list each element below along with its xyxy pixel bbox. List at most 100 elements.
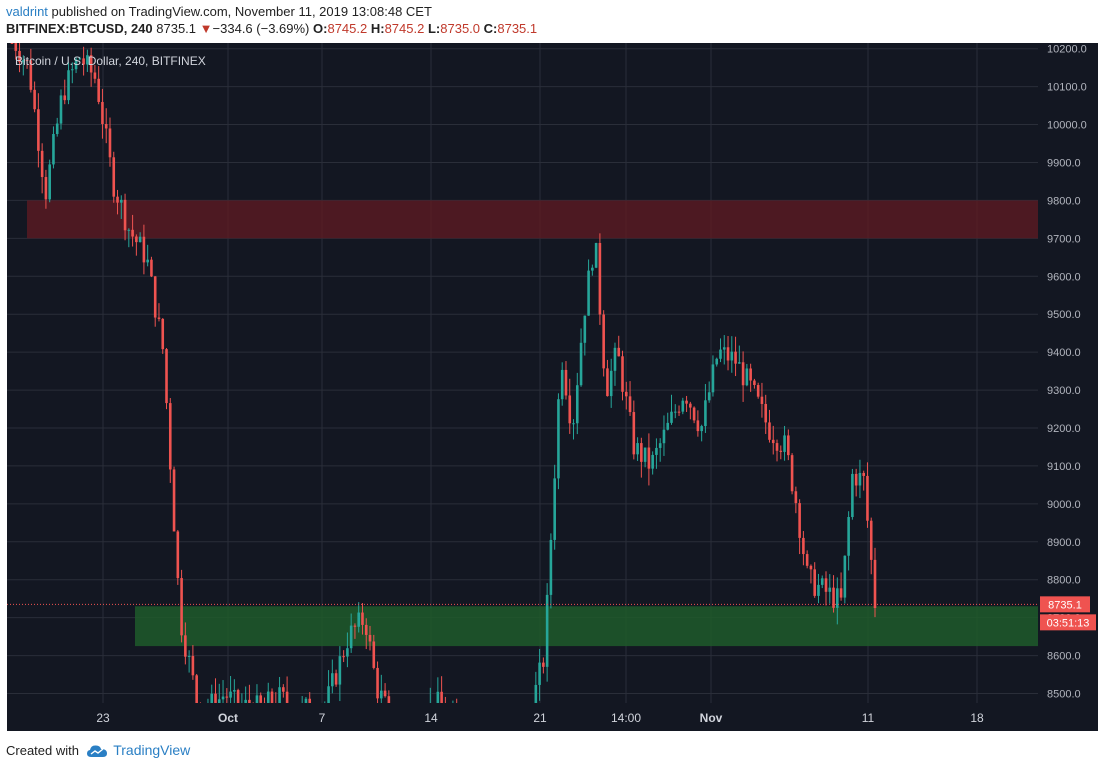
candle bbox=[221, 680, 225, 703]
candle bbox=[854, 468, 858, 497]
candle bbox=[768, 409, 771, 443]
candle bbox=[150, 256, 153, 278]
candle bbox=[364, 618, 368, 650]
candle-body bbox=[97, 78, 100, 102]
candle bbox=[741, 351, 745, 402]
candle-body bbox=[37, 109, 40, 151]
candles bbox=[10, 43, 877, 704]
candle bbox=[440, 676, 443, 703]
price-chart[interactable]: 8500.08600.08700.08800.08900.09000.09100… bbox=[0, 0, 1105, 740]
candle-body bbox=[707, 392, 711, 401]
close-label: C: bbox=[483, 21, 498, 36]
candle bbox=[380, 674, 383, 703]
candle-body bbox=[621, 356, 624, 392]
candle-body bbox=[843, 555, 847, 598]
candle-body bbox=[760, 396, 764, 404]
candle bbox=[696, 410, 700, 437]
candle-body bbox=[741, 362, 745, 386]
time-tick-label: 14:00 bbox=[611, 711, 641, 725]
candle-body bbox=[327, 686, 330, 703]
candle bbox=[587, 259, 590, 316]
candle-body bbox=[594, 242, 598, 268]
candle bbox=[278, 676, 281, 703]
price-tick-label: 9100.0 bbox=[1047, 461, 1081, 473]
candle bbox=[711, 355, 715, 397]
candle bbox=[214, 678, 217, 703]
candle bbox=[707, 381, 711, 403]
candle bbox=[655, 438, 658, 469]
candle-body bbox=[214, 693, 217, 703]
candle-body bbox=[383, 690, 387, 697]
candle-body bbox=[217, 699, 221, 703]
candle bbox=[609, 358, 613, 408]
candle-body bbox=[666, 422, 670, 430]
candle-body bbox=[545, 594, 549, 667]
candle bbox=[802, 531, 805, 566]
candle bbox=[858, 459, 862, 499]
candle-body bbox=[225, 696, 229, 698]
time-axis[interactable]: 23 Oct 7 14 21 14:00 Nov 11 18 bbox=[96, 711, 984, 725]
price-tick-label: 9300.0 bbox=[1047, 385, 1081, 397]
candle bbox=[104, 108, 108, 144]
candle-body bbox=[553, 478, 556, 540]
price-change: −334.6 (−3.69%) bbox=[212, 21, 310, 36]
author-link[interactable]: valdrint bbox=[6, 4, 48, 19]
candle-body bbox=[685, 400, 688, 404]
candle bbox=[564, 361, 568, 400]
candle bbox=[817, 573, 820, 604]
candle-body bbox=[704, 400, 707, 427]
candle bbox=[180, 569, 183, 643]
candle-body bbox=[700, 426, 703, 432]
candle-body bbox=[575, 385, 579, 424]
candle bbox=[157, 303, 161, 322]
candle-body bbox=[677, 411, 681, 413]
candle-body bbox=[48, 164, 51, 200]
candle bbox=[722, 335, 726, 365]
candle-body bbox=[195, 675, 198, 703]
candle-body bbox=[756, 385, 760, 397]
candle bbox=[116, 189, 119, 215]
candle-body bbox=[560, 369, 564, 400]
candle-body bbox=[726, 347, 730, 361]
candle bbox=[187, 650, 191, 673]
price-axis[interactable]: 8500.08600.08700.08800.08900.09000.09100… bbox=[1040, 44, 1096, 701]
candle bbox=[670, 394, 673, 425]
candle-body bbox=[824, 578, 828, 592]
candle-body bbox=[304, 698, 308, 703]
time-tick-label: 7 bbox=[319, 711, 326, 725]
candle bbox=[624, 381, 628, 410]
candle-body bbox=[606, 368, 609, 397]
candle bbox=[560, 362, 564, 406]
close-value: 8735.1 bbox=[497, 21, 538, 36]
candle bbox=[749, 363, 752, 392]
candle bbox=[568, 378, 572, 434]
symbol-label: BITFINEX:BTCUSD, 240 bbox=[6, 21, 153, 36]
created-with-text: Created with bbox=[6, 743, 79, 758]
candle bbox=[266, 682, 270, 703]
candle-body bbox=[59, 95, 63, 124]
candle bbox=[658, 438, 662, 462]
candle-body bbox=[112, 157, 116, 197]
candle bbox=[613, 342, 617, 386]
candle bbox=[78, 56, 82, 61]
candle bbox=[534, 671, 538, 703]
candle bbox=[794, 486, 798, 514]
candle bbox=[873, 547, 877, 618]
candle-body bbox=[349, 625, 353, 649]
candle-body bbox=[602, 314, 605, 369]
candle bbox=[715, 357, 719, 367]
candle bbox=[372, 634, 376, 670]
price-tick-label: 9000.0 bbox=[1047, 499, 1081, 511]
price-tick-label: 9900.0 bbox=[1047, 157, 1081, 169]
candle bbox=[108, 117, 112, 167]
candle-body bbox=[210, 693, 214, 703]
price-tick-label: 9700.0 bbox=[1047, 233, 1081, 245]
candle-body bbox=[832, 587, 835, 608]
candle bbox=[191, 645, 195, 680]
candle-body bbox=[70, 69, 74, 71]
candle-body bbox=[681, 400, 685, 412]
candle-body bbox=[44, 177, 48, 200]
candle bbox=[798, 499, 801, 555]
candle-body bbox=[869, 520, 873, 560]
tradingview-link[interactable]: TradingView bbox=[113, 742, 191, 758]
